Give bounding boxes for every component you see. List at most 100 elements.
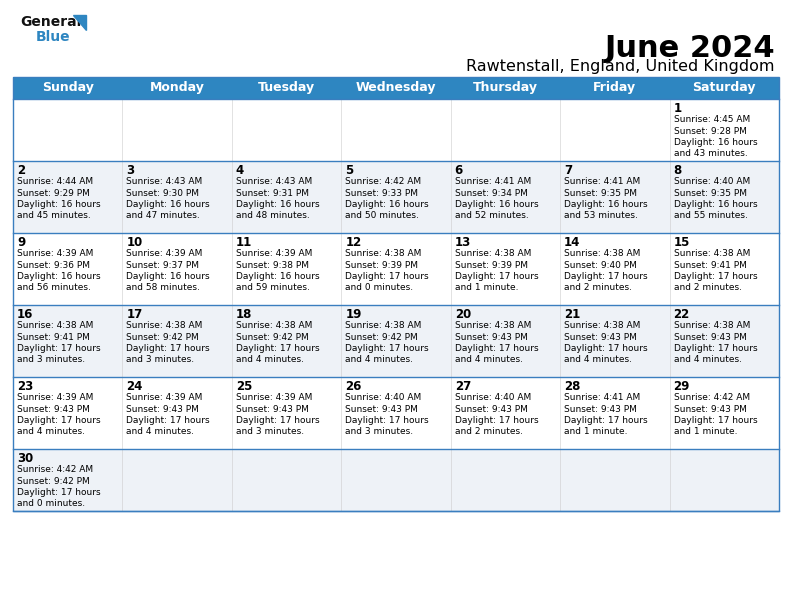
Text: Sunrise: 4:39 AM: Sunrise: 4:39 AM — [236, 393, 312, 402]
Text: and 2 minutes.: and 2 minutes. — [455, 428, 523, 436]
Text: Daylight: 17 hours: Daylight: 17 hours — [236, 344, 319, 353]
Text: Sunrise: 4:38 AM: Sunrise: 4:38 AM — [127, 321, 203, 330]
Text: Sunrise: 4:45 AM: Sunrise: 4:45 AM — [673, 115, 750, 124]
Text: and 4 minutes.: and 4 minutes. — [564, 356, 632, 365]
Text: 17: 17 — [127, 308, 143, 321]
Text: Sunrise: 4:39 AM: Sunrise: 4:39 AM — [17, 393, 93, 402]
Text: Sunrise: 4:41 AM: Sunrise: 4:41 AM — [564, 177, 641, 186]
Text: and 4 minutes.: and 4 minutes. — [455, 356, 523, 365]
Text: and 48 minutes.: and 48 minutes. — [236, 212, 310, 220]
Text: Saturday: Saturday — [692, 81, 756, 94]
Text: and 3 minutes.: and 3 minutes. — [236, 428, 304, 436]
Text: Daylight: 17 hours: Daylight: 17 hours — [673, 344, 757, 353]
Text: 9: 9 — [17, 236, 25, 249]
Text: and 0 minutes.: and 0 minutes. — [345, 283, 413, 293]
Text: and 0 minutes.: and 0 minutes. — [17, 499, 85, 509]
Text: and 45 minutes.: and 45 minutes. — [17, 212, 91, 220]
Text: Sunset: 9:28 PM: Sunset: 9:28 PM — [673, 127, 746, 135]
Text: Sunrise: 4:43 AM: Sunrise: 4:43 AM — [236, 177, 312, 186]
Text: Sunset: 9:41 PM: Sunset: 9:41 PM — [673, 261, 746, 269]
Text: Daylight: 16 hours: Daylight: 16 hours — [673, 138, 757, 147]
Text: Daylight: 16 hours: Daylight: 16 hours — [455, 200, 539, 209]
Text: and 47 minutes.: and 47 minutes. — [127, 212, 200, 220]
Text: Sunset: 9:31 PM: Sunset: 9:31 PM — [236, 188, 309, 198]
Text: Sunset: 9:29 PM: Sunset: 9:29 PM — [17, 188, 89, 198]
Text: and 50 minutes.: and 50 minutes. — [345, 212, 419, 220]
Bar — [13, 77, 779, 99]
Bar — [13, 99, 779, 161]
Text: 29: 29 — [673, 380, 690, 393]
Text: Sunset: 9:34 PM: Sunset: 9:34 PM — [455, 188, 527, 198]
Text: 10: 10 — [127, 236, 143, 249]
Text: 15: 15 — [673, 236, 690, 249]
Text: 18: 18 — [236, 308, 252, 321]
Text: and 53 minutes.: and 53 minutes. — [564, 212, 638, 220]
Text: Daylight: 17 hours: Daylight: 17 hours — [17, 488, 101, 497]
Text: and 1 minute.: and 1 minute. — [673, 428, 737, 436]
Text: Sunrise: 4:39 AM: Sunrise: 4:39 AM — [17, 249, 93, 258]
Text: Sunrise: 4:44 AM: Sunrise: 4:44 AM — [17, 177, 93, 186]
Text: Daylight: 16 hours: Daylight: 16 hours — [127, 272, 210, 281]
Text: Sunset: 9:39 PM: Sunset: 9:39 PM — [455, 261, 527, 269]
Text: 19: 19 — [345, 308, 362, 321]
Text: Sunset: 9:37 PM: Sunset: 9:37 PM — [127, 261, 200, 269]
Text: Wednesday: Wednesday — [356, 81, 436, 94]
Text: Sunrise: 4:38 AM: Sunrise: 4:38 AM — [673, 249, 750, 258]
Text: Sunset: 9:43 PM: Sunset: 9:43 PM — [673, 332, 746, 341]
Text: Daylight: 16 hours: Daylight: 16 hours — [564, 200, 648, 209]
Text: 22: 22 — [673, 308, 690, 321]
Text: Thursday: Thursday — [473, 81, 538, 94]
Text: Sunset: 9:38 PM: Sunset: 9:38 PM — [236, 261, 309, 269]
Polygon shape — [73, 15, 86, 30]
Text: Sunset: 9:42 PM: Sunset: 9:42 PM — [127, 332, 199, 341]
Text: and 2 minutes.: and 2 minutes. — [564, 283, 632, 293]
Text: and 52 minutes.: and 52 minutes. — [455, 212, 528, 220]
Bar — [13, 161, 779, 233]
Text: 21: 21 — [564, 308, 581, 321]
Text: 12: 12 — [345, 236, 361, 249]
Text: and 1 minute.: and 1 minute. — [455, 283, 518, 293]
Text: Sunrise: 4:38 AM: Sunrise: 4:38 AM — [345, 321, 421, 330]
Text: June 2024: June 2024 — [604, 34, 775, 63]
Text: 2: 2 — [17, 164, 25, 177]
Text: Daylight: 16 hours: Daylight: 16 hours — [345, 200, 429, 209]
Text: Sunrise: 4:40 AM: Sunrise: 4:40 AM — [455, 393, 531, 402]
Text: 27: 27 — [455, 380, 471, 393]
Text: 8: 8 — [673, 164, 682, 177]
Text: and 4 minutes.: and 4 minutes. — [345, 356, 413, 365]
Text: Daylight: 16 hours: Daylight: 16 hours — [673, 200, 757, 209]
Text: 24: 24 — [127, 380, 143, 393]
Text: Daylight: 17 hours: Daylight: 17 hours — [455, 416, 539, 425]
Text: Daylight: 17 hours: Daylight: 17 hours — [345, 344, 429, 353]
Text: 13: 13 — [455, 236, 471, 249]
Text: Sunrise: 4:38 AM: Sunrise: 4:38 AM — [564, 249, 641, 258]
Text: Sunrise: 4:40 AM: Sunrise: 4:40 AM — [673, 177, 750, 186]
Text: and 56 minutes.: and 56 minutes. — [17, 283, 91, 293]
Text: Sunset: 9:40 PM: Sunset: 9:40 PM — [564, 261, 637, 269]
Text: Sunrise: 4:42 AM: Sunrise: 4:42 AM — [345, 177, 421, 186]
Text: Daylight: 16 hours: Daylight: 16 hours — [17, 200, 101, 209]
Text: Sunrise: 4:39 AM: Sunrise: 4:39 AM — [127, 393, 203, 402]
Text: Daylight: 16 hours: Daylight: 16 hours — [127, 200, 210, 209]
Text: and 58 minutes.: and 58 minutes. — [127, 283, 200, 293]
Text: Sunrise: 4:40 AM: Sunrise: 4:40 AM — [345, 393, 421, 402]
Text: and 3 minutes.: and 3 minutes. — [345, 428, 413, 436]
Text: Sunrise: 4:39 AM: Sunrise: 4:39 AM — [236, 249, 312, 258]
Text: and 1 minute.: and 1 minute. — [564, 428, 627, 436]
Text: and 4 minutes.: and 4 minutes. — [673, 356, 741, 365]
Text: Daylight: 17 hours: Daylight: 17 hours — [455, 272, 539, 281]
Text: Blue: Blue — [36, 30, 70, 44]
Text: Sunset: 9:43 PM: Sunset: 9:43 PM — [455, 405, 527, 414]
Text: 11: 11 — [236, 236, 252, 249]
Text: 26: 26 — [345, 380, 362, 393]
Text: Daylight: 17 hours: Daylight: 17 hours — [564, 344, 648, 353]
Text: Daylight: 17 hours: Daylight: 17 hours — [564, 416, 648, 425]
Text: Friday: Friday — [593, 81, 637, 94]
Text: 7: 7 — [564, 164, 573, 177]
Text: 20: 20 — [455, 308, 471, 321]
Text: Sunset: 9:33 PM: Sunset: 9:33 PM — [345, 188, 418, 198]
Text: Sunset: 9:35 PM: Sunset: 9:35 PM — [673, 188, 747, 198]
Bar — [13, 449, 779, 511]
Bar — [13, 305, 779, 377]
Text: Daylight: 16 hours: Daylight: 16 hours — [236, 272, 319, 281]
